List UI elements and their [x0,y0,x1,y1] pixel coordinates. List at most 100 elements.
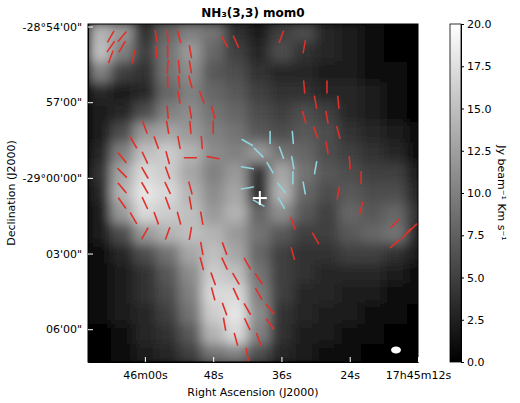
heatmap-cell [247,243,270,264]
vector [222,36,228,46]
title: NH₃(3,3) mom0 [201,6,304,20]
heatmap-cell [384,102,407,123]
colorbar-tick-mark [461,151,464,152]
heatmap-cell [134,24,157,42]
vector [304,81,305,93]
heatmap-cell [338,304,361,325]
vector [166,152,169,164]
colorbar-title: Jy beam⁻¹ Km s⁻¹ [495,144,508,241]
colorbar-tick-mark [461,109,464,110]
heatmap-cell [225,62,248,83]
heatmap-cell [407,223,418,244]
heatmap-cell [134,62,157,83]
heatmap-cell [338,62,361,83]
vector [326,142,328,154]
heatmap-cell [88,284,111,305]
heatmap-cell [134,243,157,264]
vector [303,41,305,53]
heatmap-cell [88,324,111,345]
heatmap-cell [338,42,361,63]
vector [142,152,147,163]
vector [132,51,134,63]
vector [391,240,400,248]
colorbar-tick-mark [461,193,464,194]
vector [326,81,328,93]
x-tick-label: 17h45m12s [386,369,452,382]
heatmap-cell [88,264,111,285]
heatmap-cell [407,24,418,42]
heatmap-cell [88,62,111,83]
heatmap-cell [134,203,157,224]
heatmap-cell [384,183,407,204]
heatmap-cell [111,304,134,325]
y-tick-mark [88,27,93,28]
vector [108,31,114,41]
heatmap-cell [247,143,270,164]
y-tick: -29°00'00" [22,172,93,185]
heatmap-cell [179,284,202,305]
heatmap-cell [407,102,418,123]
heatmap-cell [179,304,202,325]
vector [313,233,319,243]
colorbar-tick-label: 0.0 [467,356,485,369]
heatmap-cell [316,102,339,123]
heatmap-cell [407,42,418,63]
heatmap-cell [270,284,293,305]
heatmap-cell [88,102,111,123]
colorbar-tick-mark [461,66,464,67]
heatmap-cell [361,62,384,83]
heatmap-cell [225,42,248,63]
plot-background [88,24,418,362]
heatmap-cell [156,304,179,325]
colorbar-tick: 7.5 [461,229,485,242]
vector [178,137,180,149]
heatmap-cell [202,304,225,325]
heatmap-cell [202,24,225,42]
y-tick-label: 03'00" [46,248,82,261]
heatmap-cell [134,304,157,325]
vector [189,46,191,58]
vector [189,106,191,118]
heatmap-cell [338,203,361,224]
colorbar-tick: 20.0 [461,18,492,31]
vector [315,162,317,174]
heatmap-cell [361,203,384,224]
vector-set [241,132,316,209]
heatmap-cell [293,62,316,83]
y-tick-mark [88,329,93,330]
vector [142,168,148,178]
plot-frame [88,24,418,362]
heatmap-cell [270,122,293,143]
x-tick-mark [350,357,351,362]
heatmap-cell [111,143,134,164]
vector [167,106,168,118]
x-tick: 46m00s [123,357,168,382]
heatmap-cell [293,42,316,63]
heatmap-cell [134,143,157,164]
heatmap-cell [407,82,418,103]
heatmap-cell [338,82,361,103]
heatmap-cell [270,243,293,264]
heatmap-cell [88,143,111,164]
vector [143,122,147,133]
vector [241,187,253,189]
heatmap-cell [225,344,248,362]
heatmap-cell [88,304,111,325]
heatmap-cell [179,62,202,83]
heatmap-cell [134,284,157,305]
vector [326,111,328,123]
heatmap-cell [293,143,316,164]
colorbar-tick-mark [461,320,464,321]
vector [391,219,399,227]
heatmap-cell [225,284,248,305]
colorbar-tick-label: 12.5 [467,145,492,158]
vector [233,36,238,47]
heatmap-cell [111,183,134,204]
heatmap-cell [338,24,361,42]
y-tick-label: 06'00" [46,323,82,336]
heatmap-cell [202,82,225,103]
vector [267,319,274,329]
vector [255,274,262,284]
colorbar-tick-label: 2.5 [467,314,485,327]
heatmap-cell [384,163,407,184]
